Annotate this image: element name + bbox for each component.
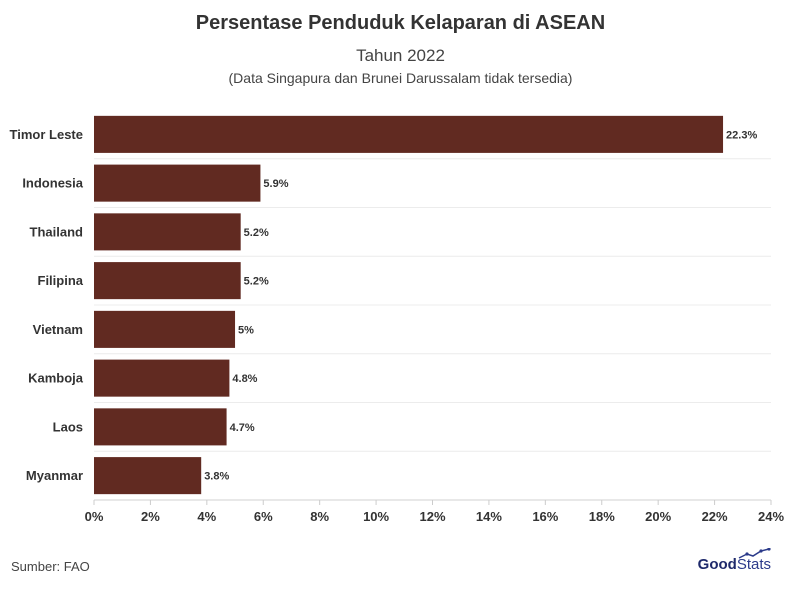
logo-chart-icon <box>738 548 771 559</box>
goodstats-logo: GoodStats <box>697 548 771 573</box>
category-label: Filipina <box>38 273 84 288</box>
x-tick-label: 10% <box>363 509 389 524</box>
chart-subtitle: Tahun 2022 <box>356 46 445 65</box>
category-label: Myanmar <box>26 468 83 483</box>
x-tick-label: 16% <box>532 509 558 524</box>
brand-bold: Good <box>697 556 737 573</box>
source-text: Sumber: FAO <box>11 559 90 574</box>
category-label: Kamboja <box>28 371 84 386</box>
value-label: 5.2% <box>244 276 269 288</box>
x-tick-label: 4% <box>197 509 216 524</box>
bar <box>94 408 227 446</box>
value-label: 5.2% <box>244 227 269 239</box>
brand-light: Stats <box>736 556 771 573</box>
bar <box>94 359 230 397</box>
category-label: Thailand <box>30 224 84 239</box>
bar <box>94 115 724 153</box>
x-tick-label: 8% <box>310 509 329 524</box>
chart-note: (Data Singapura dan Brunei Darussalam ti… <box>228 70 573 86</box>
value-label: 4.8% <box>232 373 257 385</box>
x-tick-label: 2% <box>141 509 160 524</box>
x-tick-label: 12% <box>419 509 445 524</box>
bar <box>94 164 261 202</box>
value-label: 3.8% <box>204 471 229 483</box>
category-label: Timor Leste <box>10 127 83 142</box>
chart-title: Persentase Penduduk Kelaparan di ASEAN <box>195 12 606 34</box>
bar <box>94 262 241 300</box>
bar <box>94 213 241 251</box>
category-label: Laos <box>53 419 83 434</box>
x-tick-label: 14% <box>476 509 502 524</box>
x-tick-label: 24% <box>758 509 784 524</box>
x-tick-label: 22% <box>702 509 728 524</box>
value-label: 22.3% <box>726 129 757 141</box>
bar <box>94 457 202 495</box>
x-tick-label: 6% <box>254 509 273 524</box>
value-label: 5% <box>238 324 254 336</box>
category-label: Indonesia <box>22 176 83 191</box>
category-label: Vietnam <box>33 322 83 337</box>
x-tick-label: 0% <box>85 509 104 524</box>
value-label: 4.7% <box>230 422 255 434</box>
bar <box>94 310 236 348</box>
x-tick-label: 18% <box>589 509 615 524</box>
x-tick-label: 20% <box>645 509 671 524</box>
value-label: 5.9% <box>263 178 288 190</box>
